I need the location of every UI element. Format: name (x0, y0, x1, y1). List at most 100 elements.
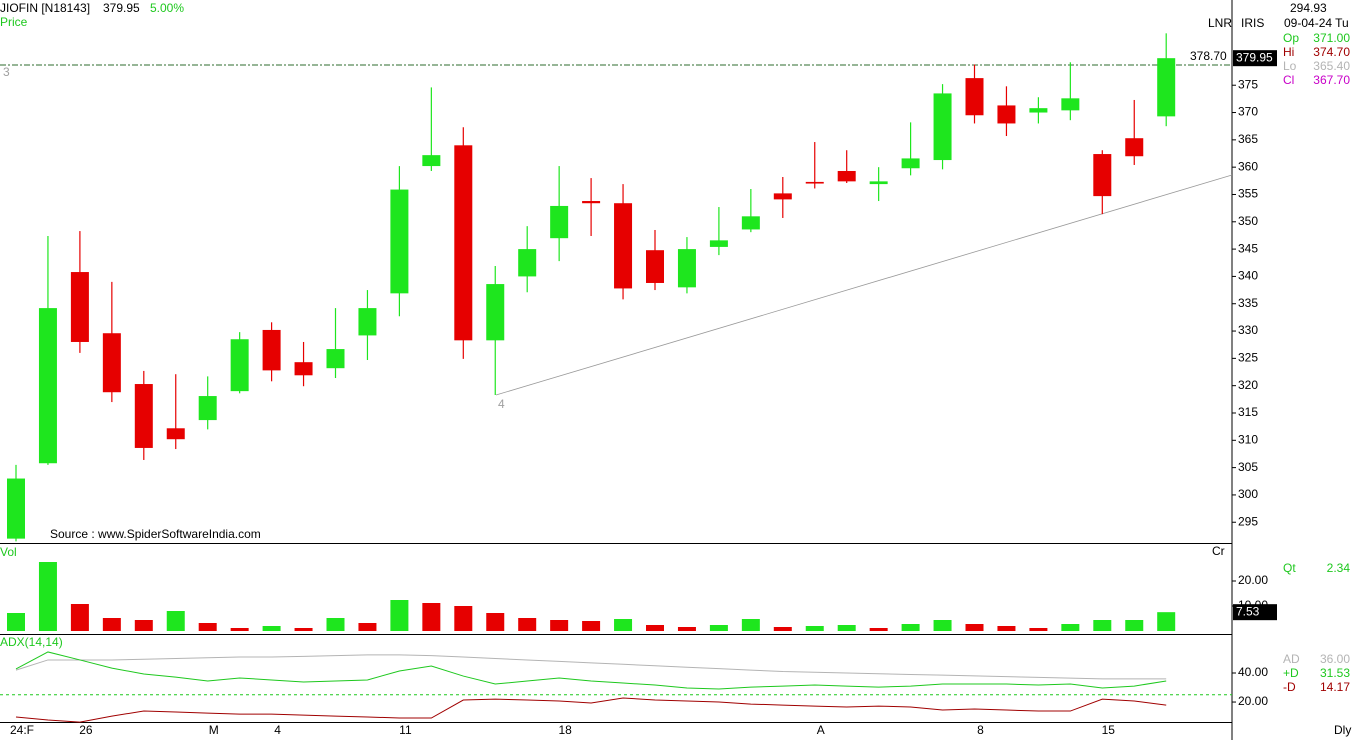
x-tick-label: A (817, 723, 825, 737)
volume-bar (70, 604, 89, 631)
candle-body (1029, 108, 1048, 113)
ohlc-label: Hi (1283, 45, 1294, 59)
candle-body (454, 145, 473, 341)
legend-label: AD (1283, 652, 1300, 666)
volume-bar (709, 625, 728, 631)
volume-bar (741, 619, 760, 631)
volume-bar (677, 627, 696, 631)
volume-bar (901, 624, 920, 631)
x-tick-label: 4 (274, 723, 281, 737)
change: 5.00% (150, 1, 184, 15)
volume-bar (550, 620, 569, 631)
y-tick-label: 355 (1238, 187, 1258, 201)
legend-label: +D (1283, 666, 1299, 680)
candle-body (869, 181, 888, 185)
y-tick-label: 335 (1238, 296, 1258, 310)
indicator-line (15, 651, 1167, 690)
y-tick-label: 310 (1238, 432, 1258, 446)
last-price: 379.95 (103, 1, 140, 15)
cursor-value: 294.93 (1290, 1, 1327, 15)
y-tick-label: 305 (1238, 460, 1258, 474)
panel-label: ADX(14,14) (0, 635, 63, 649)
volume-bar (198, 623, 217, 631)
price-box (1233, 50, 1277, 67)
candle-body (198, 396, 217, 421)
candle-body (997, 105, 1016, 124)
volume-bar (134, 620, 153, 631)
volume-bar (358, 623, 377, 631)
volume-bar (518, 618, 537, 631)
candle-body (518, 249, 537, 277)
volume-bar (965, 624, 984, 631)
volume-bar (1093, 620, 1112, 631)
y-tick-label: 330 (1238, 323, 1258, 337)
candle-body (102, 333, 121, 393)
indicator-line (15, 697, 1167, 723)
tag: LNR (1208, 16, 1232, 30)
unit: Cr (1212, 544, 1225, 558)
volume-bar (997, 626, 1016, 631)
candle-body (1061, 98, 1080, 111)
volume-bar (582, 621, 601, 631)
y-tick-label: 315 (1238, 405, 1258, 419)
ohlc-value: 371.00 (1313, 31, 1350, 45)
volume-bar (1061, 624, 1080, 631)
candle-body (38, 308, 57, 464)
volume-bar (646, 625, 664, 631)
candle-body (326, 349, 345, 369)
volume-bar (230, 628, 249, 631)
volume-bar (933, 620, 952, 631)
y-tick-label: 345 (1238, 241, 1258, 255)
x-tick-label: 8 (977, 723, 984, 737)
volume-bar (486, 613, 505, 631)
ohlc-value: 365.40 (1313, 59, 1350, 73)
y-tick-label: 20.00 (1238, 694, 1268, 708)
panel-label: Price (0, 15, 28, 29)
ohlc-value: 367.70 (1313, 73, 1350, 87)
volume-bar (1157, 612, 1176, 631)
ohlc-value: 374.70 (1313, 45, 1350, 59)
volume-bar (38, 562, 57, 631)
candle-body (614, 203, 633, 289)
x-tick-label: 26 (79, 723, 93, 737)
volume-bar (869, 628, 888, 631)
x-tick-label: 15 (1102, 723, 1116, 737)
volume-bar (1125, 620, 1144, 631)
tag: IRIS (1241, 16, 1264, 30)
period: Dly (1334, 723, 1351, 737)
symbol: JIOFIN [N18143] (0, 1, 90, 15)
reference-label: 378.70 (1190, 49, 1227, 63)
candle-body (965, 78, 984, 116)
candle-body (677, 249, 696, 288)
panel-label: Vol (0, 545, 17, 559)
y-tick-label: 340 (1238, 269, 1258, 283)
y-tick-label: 360 (1238, 159, 1258, 173)
y-tick-label: 40.00 (1238, 665, 1268, 679)
candle-body (358, 308, 377, 336)
candle-body (741, 216, 760, 230)
y-tick-label: 300 (1238, 487, 1258, 501)
volume-bar (837, 625, 856, 631)
ohlc-label: Lo (1283, 59, 1297, 73)
candle-body (646, 250, 664, 283)
value-label: 7.53 (1236, 604, 1260, 618)
volume-bar (390, 600, 409, 631)
x-tick-label: M (209, 723, 219, 737)
candle-body (262, 329, 281, 371)
candle-body (390, 189, 409, 294)
volume-bar (805, 626, 824, 631)
ohlc-label: Op (1283, 31, 1299, 45)
legend-label: -D (1283, 680, 1296, 694)
candle-body (805, 181, 824, 184)
legend-value: 31.53 (1320, 666, 1350, 680)
volume-bar (7, 613, 25, 631)
volume-bar (262, 626, 281, 631)
y-tick-label: 370 (1238, 105, 1258, 119)
legend-value: 36.00 (1320, 652, 1350, 666)
candle-body (70, 272, 89, 342)
y-tick-label: 375 (1238, 77, 1258, 91)
volume-bar (166, 611, 185, 631)
candle-body (550, 205, 569, 239)
